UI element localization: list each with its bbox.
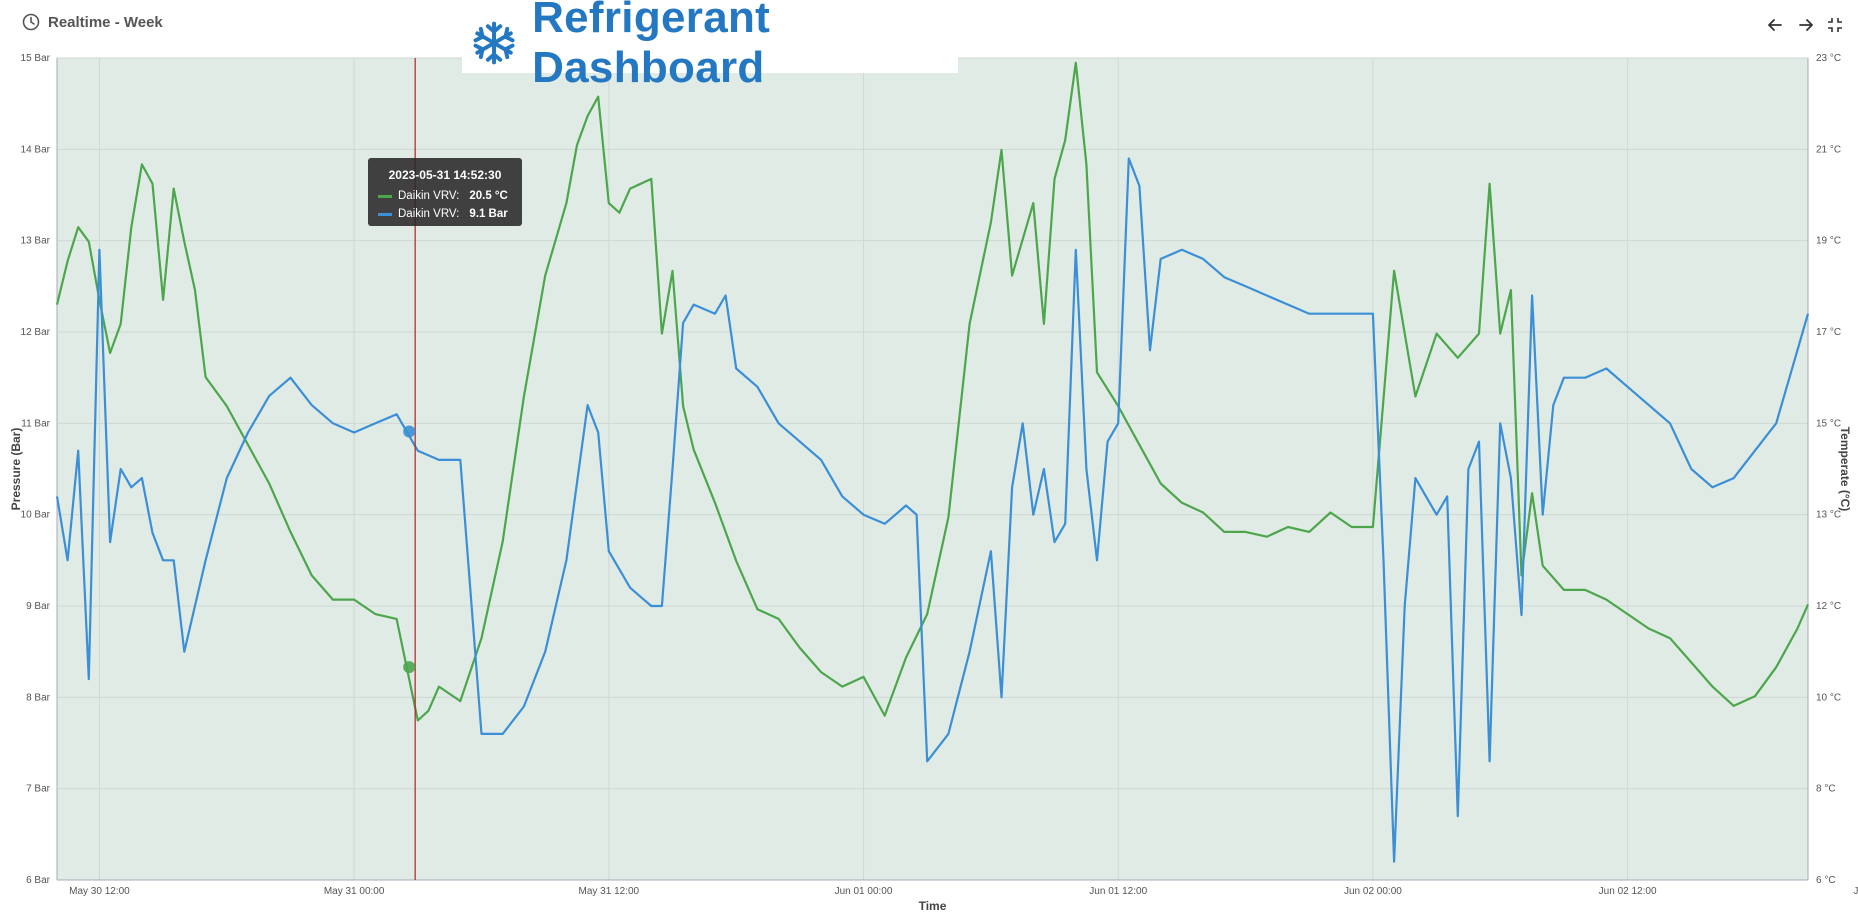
dashboard-title-banner: Refrigerant Dashboard: [462, 0, 958, 92]
y-right-tick-label: 10 °C: [1816, 692, 1841, 703]
x-tick-label: Jun 02 12:00: [1599, 886, 1657, 897]
x-tick-label: May 31 12:00: [579, 886, 640, 897]
realtime-week-label: Realtime - Week: [48, 13, 163, 31]
y-right-axis-title: Temperate (°C): [1838, 427, 1852, 512]
y-left-axis-title: Pressure (Bar): [9, 428, 23, 511]
top-bar: Realtime - Week: [0, 0, 1858, 50]
hover-marker: [403, 661, 416, 674]
x-tick-label: May 31 00:00: [324, 886, 385, 897]
y-left-tick-label: 7 Bar: [26, 784, 51, 795]
plot-background: [57, 58, 1808, 880]
y-right-tick-label: 13 °C: [1816, 510, 1841, 521]
tooltip-series-label: Daikin VRV:: [398, 208, 460, 220]
y-left-tick-label: 11 Bar: [21, 418, 50, 429]
y-right-tick-label: 21 °C: [1816, 144, 1841, 155]
dashboard-title: Refrigerant Dashboard: [532, 0, 771, 92]
pressure-series-line: [55, 157, 1810, 863]
y-right-tick-label: 17 °C: [1816, 327, 1841, 338]
y-left-tick-label: 13 Bar: [21, 236, 51, 247]
arrow-left-icon[interactable]: [1764, 14, 1786, 36]
y-left-tick-label: 9 Bar: [26, 601, 51, 612]
y-left-tick-label: 8 Bar: [26, 692, 51, 703]
hover-marker: [403, 425, 416, 438]
y-left-tick-label: 15 Bar: [21, 53, 51, 64]
y-right-tick-label: 6 °C: [1816, 875, 1836, 886]
y-right-tick-label: 8 °C: [1816, 784, 1836, 795]
clock-icon: [22, 13, 40, 31]
x-tick-label: Jun 03 00:00: [1853, 886, 1858, 897]
arrow-right-icon[interactable]: [1795, 14, 1817, 36]
x-tick-label: Jun 01 00:00: [835, 886, 893, 897]
y-right-tick-label: 19 °C: [1816, 236, 1841, 247]
chart-tooltip: 2023-05-31 14:52:30 Daikin VRV: 20.5 °C …: [368, 158, 522, 226]
y-left-tick-label: 14 Bar: [21, 144, 51, 155]
snowflake-icon: [473, 21, 515, 64]
x-axis-title: Time: [919, 899, 947, 913]
tooltip-series-value: 20.5 °C: [469, 190, 508, 202]
y-left-tick-label: 6 Bar: [26, 875, 51, 886]
tooltip-row-pressure: Daikin VRV: 9.1 Bar: [378, 208, 508, 220]
collapse-icon[interactable]: [1824, 14, 1846, 36]
y-left-tick-label: 10 Bar: [21, 510, 51, 521]
tooltip-series-value: 9.1 Bar: [469, 208, 508, 220]
y-right-tick-label: 23 °C: [1816, 53, 1841, 64]
y-right-tick-label: 12 °C: [1816, 601, 1841, 612]
y-left-tick-label: 12 Bar: [21, 327, 51, 338]
tooltip-date: 2023-05-31 14:52:30: [388, 168, 502, 182]
y-right-tick-label: 15 °C: [1816, 418, 1841, 429]
tooltip-swatch-blue: [378, 212, 392, 216]
tooltip-series-label: Daikin VRV:: [398, 190, 460, 202]
tooltip-swatch-green: [378, 194, 392, 198]
x-tick-label: May 30 12:00: [69, 886, 130, 897]
realtime-week-selector[interactable]: Realtime - Week: [22, 13, 163, 31]
x-tick-label: Jun 02 00:00: [1344, 886, 1402, 897]
x-tick-label: Jun 01 12:00: [1089, 886, 1147, 897]
temperature-series-line: [55, 61, 1810, 722]
tooltip-row-temperature: Daikin VRV: 20.5 °C: [378, 190, 508, 202]
